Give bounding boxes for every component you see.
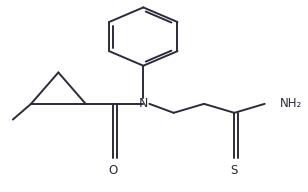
Text: S: S [231,164,238,176]
Text: N: N [139,97,148,110]
Text: NH₂: NH₂ [280,97,302,110]
Text: O: O [108,164,118,176]
